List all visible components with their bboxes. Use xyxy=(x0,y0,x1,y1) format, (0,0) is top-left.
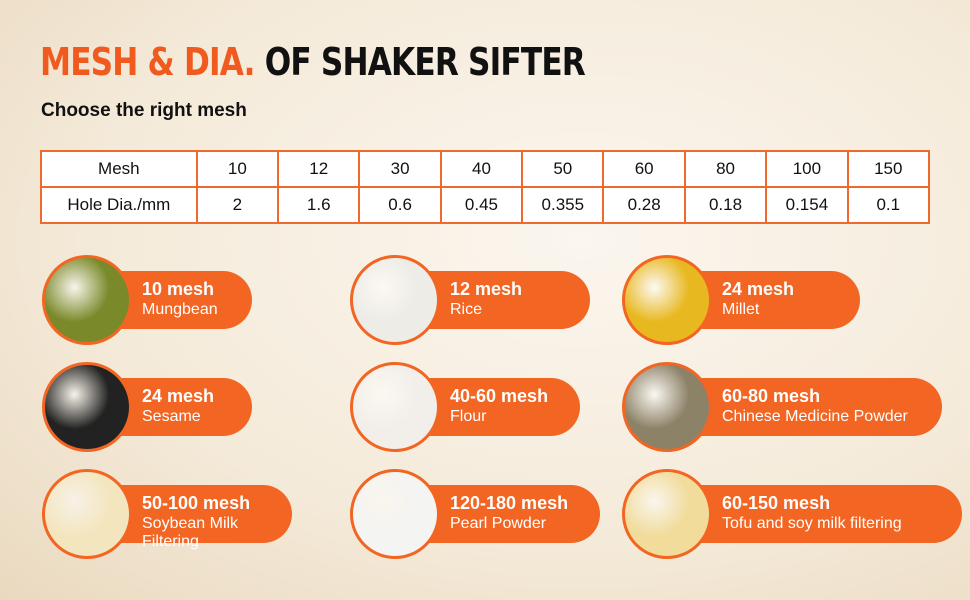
title-rest: OF SHAKER SIFTER xyxy=(264,40,586,84)
mesh-value: 50-100 mesh xyxy=(142,493,251,513)
mesh-cell: 150 xyxy=(846,150,931,188)
material-name: Pearl Powder xyxy=(450,515,547,532)
material-photo xyxy=(350,469,440,559)
mesh-item: 24 mesh Sesame xyxy=(42,362,362,452)
mesh-value: 120-180 mesh xyxy=(450,493,569,513)
mesh-value: 10 mesh xyxy=(142,279,215,299)
table-row-mesh: Mesh 10 12 30 40 50 60 80 100 150 xyxy=(40,150,931,188)
table-row-dia: Hole Dia./mm 2 1.6 0.6 0.45 0.355 0.28 0.18 0.15… xyxy=(40,186,931,224)
mesh-label-pill: 60-80 mesh Chinese Medicine Powder xyxy=(692,378,942,436)
title-highlight: MESH & DIA. xyxy=(40,40,255,84)
dia-cell: 0.28 xyxy=(602,186,686,224)
mesh-value: 40-60 mesh xyxy=(450,386,549,406)
dia-cell: 1.6 xyxy=(277,186,361,224)
mesh-item: 10 mesh Mungbean xyxy=(42,255,362,345)
mesh-value: 60-150 mesh xyxy=(722,493,831,513)
dia-cell: 0.1 xyxy=(846,186,931,224)
dia-cell: 0.18 xyxy=(683,186,768,224)
mesh-label-pill: 60-150 mesh Tofu and soy milk filtering xyxy=(692,485,962,543)
mesh-table: Mesh 10 12 30 40 50 60 80 100 150 Hole Dia./mm 2 1.… xyxy=(40,150,931,224)
material-photo xyxy=(622,255,712,345)
dia-cell: 0.6 xyxy=(358,186,442,224)
material-photo xyxy=(350,255,440,345)
mesh-cell: 80 xyxy=(683,150,768,188)
dia-cell: 0.154 xyxy=(765,186,849,224)
material-name: Sesame xyxy=(142,408,201,425)
material-photo xyxy=(622,362,712,452)
mesh-item: 120-180 mesh Pearl Powder xyxy=(350,469,670,559)
mesh-label-pill: 40-60 mesh Flour xyxy=(420,378,580,436)
mesh-item: 24 mesh Millet xyxy=(622,255,942,345)
material-photo xyxy=(42,255,132,345)
mesh-cell: 100 xyxy=(765,150,849,188)
material-name: Mungbean xyxy=(142,301,218,318)
mesh-label-pill: 120-180 mesh Pearl Powder xyxy=(420,485,600,543)
subtitle: Choose the right mesh xyxy=(41,100,247,121)
material-photo xyxy=(350,362,440,452)
row-header: Hole Dia./mm xyxy=(40,186,198,224)
material-photo xyxy=(42,362,132,452)
mesh-item: 50-100 mesh Soybean Milk Filtering xyxy=(42,469,362,559)
dia-cell: 0.355 xyxy=(521,186,605,224)
material-name: Rice xyxy=(450,301,483,318)
mesh-cell: 30 xyxy=(358,150,442,188)
mesh-value: 12 mesh xyxy=(450,279,523,299)
mesh-cell: 12 xyxy=(277,150,361,188)
mesh-item: 60-80 mesh Chinese Medicine Powder xyxy=(622,362,942,452)
mesh-label-pill: 50-100 mesh Soybean Milk Filtering xyxy=(112,485,292,550)
mesh-label-pill: 10 mesh Mungbean xyxy=(112,271,252,329)
mesh-cell: 10 xyxy=(195,150,280,188)
material-photo xyxy=(622,469,712,559)
material-name: Chinese Medicine Powder xyxy=(722,408,908,425)
mesh-label-pill: 24 mesh Millet xyxy=(692,271,860,329)
mesh-item: 60-150 mesh Tofu and soy milk filtering xyxy=(622,469,962,559)
mesh-value: 24 mesh xyxy=(142,386,215,406)
mesh-label-pill: 24 mesh Sesame xyxy=(112,378,252,436)
dia-cell: 0.45 xyxy=(439,186,524,224)
mesh-cell: 50 xyxy=(521,150,605,188)
material-name: Tofu and soy milk filtering xyxy=(722,515,902,532)
mesh-value: 60-80 mesh xyxy=(722,386,821,406)
page-title: MESH & DIA. OF SHAKER SIFTER xyxy=(40,40,586,84)
material-name: Millet xyxy=(722,301,760,318)
mesh-label-pill: 12 mesh Rice xyxy=(420,271,590,329)
dia-cell: 2 xyxy=(195,186,280,224)
mesh-item: 12 mesh Rice xyxy=(350,255,670,345)
mesh-cell: 40 xyxy=(439,150,524,188)
material-photo xyxy=(42,469,132,559)
material-name: Flour xyxy=(450,408,487,425)
mesh-item: 40-60 mesh Flour xyxy=(350,362,670,452)
mesh-cell: 60 xyxy=(602,150,686,188)
material-name: Soybean Milk Filtering xyxy=(142,515,239,550)
row-header: Mesh xyxy=(40,150,198,188)
mesh-value: 24 mesh xyxy=(722,279,795,299)
